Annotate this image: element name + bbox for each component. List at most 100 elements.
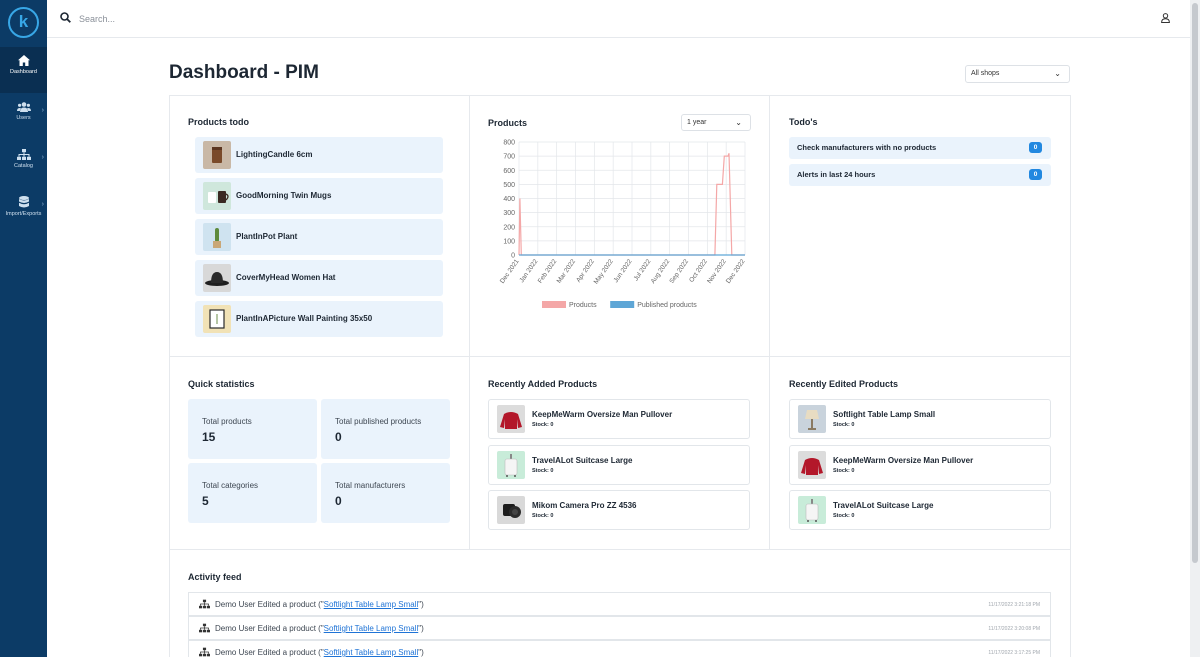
product-thumbnail	[497, 496, 525, 524]
range-select[interactable]: 1 year ⌄	[681, 114, 751, 131]
list-item[interactable]: LightingCandle 6cm	[195, 137, 443, 173]
products-todo-title: Products todo	[188, 117, 249, 127]
app-logo[interactable]: k	[8, 7, 39, 38]
todo-label: Check manufacturers with no products	[797, 143, 937, 152]
series-line	[518, 153, 745, 256]
stat-label: Total manufacturers	[335, 481, 406, 490]
activity-text: Demo User Edited a product ("Softlight T…	[215, 648, 424, 657]
todo-label: Alerts in last 24 hours	[797, 170, 876, 179]
sidebar-item-label: Users	[16, 115, 31, 121]
product-thumbnail	[203, 305, 231, 333]
stat-card: Total products 15	[188, 399, 317, 459]
stat-card: Total manufacturers 0	[321, 463, 450, 523]
product-name: TravelALot Suitcase Large	[532, 456, 633, 465]
stat-value: 0	[335, 430, 342, 444]
y-tick-label: 500	[503, 182, 515, 189]
sitemap-icon	[199, 599, 210, 609]
product-row[interactable]: KeepMeWarm Oversize Man Pullover Stock: …	[488, 399, 750, 439]
sidebar-item-catalog[interactable]: Catalog ›	[0, 141, 47, 187]
list-item[interactable]: CoverMyHead Women Hat	[195, 260, 443, 296]
activity-text: Demo User Edited a product ("Softlight T…	[215, 600, 424, 609]
product-name: Softlight Table Lamp Small	[833, 410, 936, 419]
top-bar	[47, 0, 1190, 38]
y-tick-label: 800	[503, 140, 515, 147]
product-thumbnail	[798, 451, 826, 479]
database-icon	[18, 196, 29, 208]
product-thumbnail	[798, 496, 826, 524]
product-name: KeepMeWarm Oversize Man Pullover	[833, 456, 974, 465]
chevron-down-icon: ⌄	[1054, 69, 1061, 78]
list-item[interactable]: PlantInPot Plant	[195, 219, 443, 255]
sidebar-item-label: Import/Exports	[5, 211, 42, 217]
activity-row: Demo User Edited a product ("Softlight T…	[188, 640, 1051, 657]
product-row[interactable]: TravelALot Suitcase Large Stock: 0	[488, 445, 750, 485]
todo-item[interactable]: Alerts in last 24 hours 0	[789, 164, 1051, 186]
shop-select[interactable]: All shops ⌄	[965, 65, 1070, 83]
quick-stats-title: Quick statistics	[188, 379, 255, 389]
count-badge: 0	[1029, 169, 1042, 180]
product-name: CoverMyHead Women Hat	[236, 273, 336, 282]
product-link[interactable]: Softlight Table Lamp Small	[323, 624, 419, 633]
product-thumbnail	[497, 405, 525, 433]
product-thumbnail	[798, 405, 826, 433]
activity-prefix: Demo User Edited a product ("	[215, 624, 324, 633]
todo-item[interactable]: Check manufacturers with no products 0	[789, 137, 1051, 159]
product-row[interactable]: Mikom Camera Pro ZZ 4536 Stock: 0	[488, 490, 750, 530]
sidebar-item-dashboard[interactable]: Dashboard	[0, 47, 47, 93]
legend-swatch	[610, 301, 635, 308]
search-icon	[60, 12, 71, 23]
activity-feed-title: Activity feed	[188, 572, 242, 582]
stat-label: Total products	[202, 417, 252, 426]
activity-prefix: Demo User Edited a product ("	[215, 600, 324, 609]
todos-title: Todo's	[789, 117, 818, 127]
activity-suffix: ")	[418, 624, 424, 633]
product-thumbnail	[497, 451, 525, 479]
product-name: PlantInAPicture Wall Painting 35x50	[236, 314, 373, 323]
chevron-down-icon: ⌄	[735, 118, 742, 127]
product-row[interactable]: TravelALot Suitcase Large Stock: 0	[789, 490, 1051, 530]
product-link[interactable]: Softlight Table Lamp Small	[323, 648, 419, 657]
sitemap-icon	[199, 647, 210, 657]
y-tick-label: 400	[503, 196, 515, 203]
stock-text: Stock: 0	[833, 468, 855, 474]
x-tick-label: Mar 2022	[556, 258, 578, 285]
activity-suffix: ")	[418, 600, 424, 609]
page-scrollbar[interactable]	[1190, 0, 1200, 657]
product-row[interactable]: KeepMeWarm Oversize Man Pullover Stock: …	[789, 445, 1051, 485]
y-tick-label: 700	[503, 154, 515, 161]
stat-value: 5	[202, 494, 209, 508]
legend-label: Published products	[637, 302, 697, 309]
timestamp: 11/17/2022 3:21:18 PM	[988, 602, 1040, 608]
product-thumbnail	[203, 182, 231, 210]
search-input[interactable]	[79, 10, 479, 28]
x-tick-label: May 2022	[593, 258, 615, 286]
range-select-value: 1 year	[687, 119, 707, 126]
stat-value: 0	[335, 494, 342, 508]
sidebar-item-label: Dashboard	[10, 69, 37, 75]
product-name: PlantInPot Plant	[236, 232, 298, 241]
sitemap-icon	[16, 149, 31, 160]
scrollbar-thumb[interactable]	[1192, 3, 1198, 563]
recently-edited-title: Recently Edited Products	[789, 379, 899, 389]
product-name: Mikom Camera Pro ZZ 4536	[532, 501, 637, 510]
x-tick-label: Jul 2022	[633, 258, 653, 282]
list-item[interactable]: PlantInAPicture Wall Painting 35x50	[195, 301, 443, 337]
product-link[interactable]: Softlight Table Lamp Small	[323, 600, 419, 609]
list-item[interactable]: GoodMorning Twin Mugs	[195, 178, 443, 214]
y-tick-label: 0	[511, 253, 515, 260]
user-icon[interactable]	[1161, 13, 1170, 23]
column-divider	[769, 95, 770, 549]
product-row[interactable]: Softlight Table Lamp Small Stock: 0	[789, 399, 1051, 439]
activity-text: Demo User Edited a product ("Softlight T…	[215, 624, 424, 633]
chevron-right-icon: ›	[41, 107, 44, 114]
dashboard-grid	[169, 95, 1071, 657]
sidebar-item-users[interactable]: Users ›	[0, 94, 47, 140]
x-tick-label: Dec 2021	[499, 258, 521, 285]
legend-label: Products	[569, 302, 597, 309]
y-tick-label: 600	[503, 168, 515, 175]
home-icon	[17, 55, 30, 66]
stock-text: Stock: 0	[532, 513, 554, 519]
timestamp: 11/17/2022 3:17:25 PM	[988, 650, 1040, 656]
sidebar-item-import-exports[interactable]: Import/Exports ›	[0, 188, 47, 234]
